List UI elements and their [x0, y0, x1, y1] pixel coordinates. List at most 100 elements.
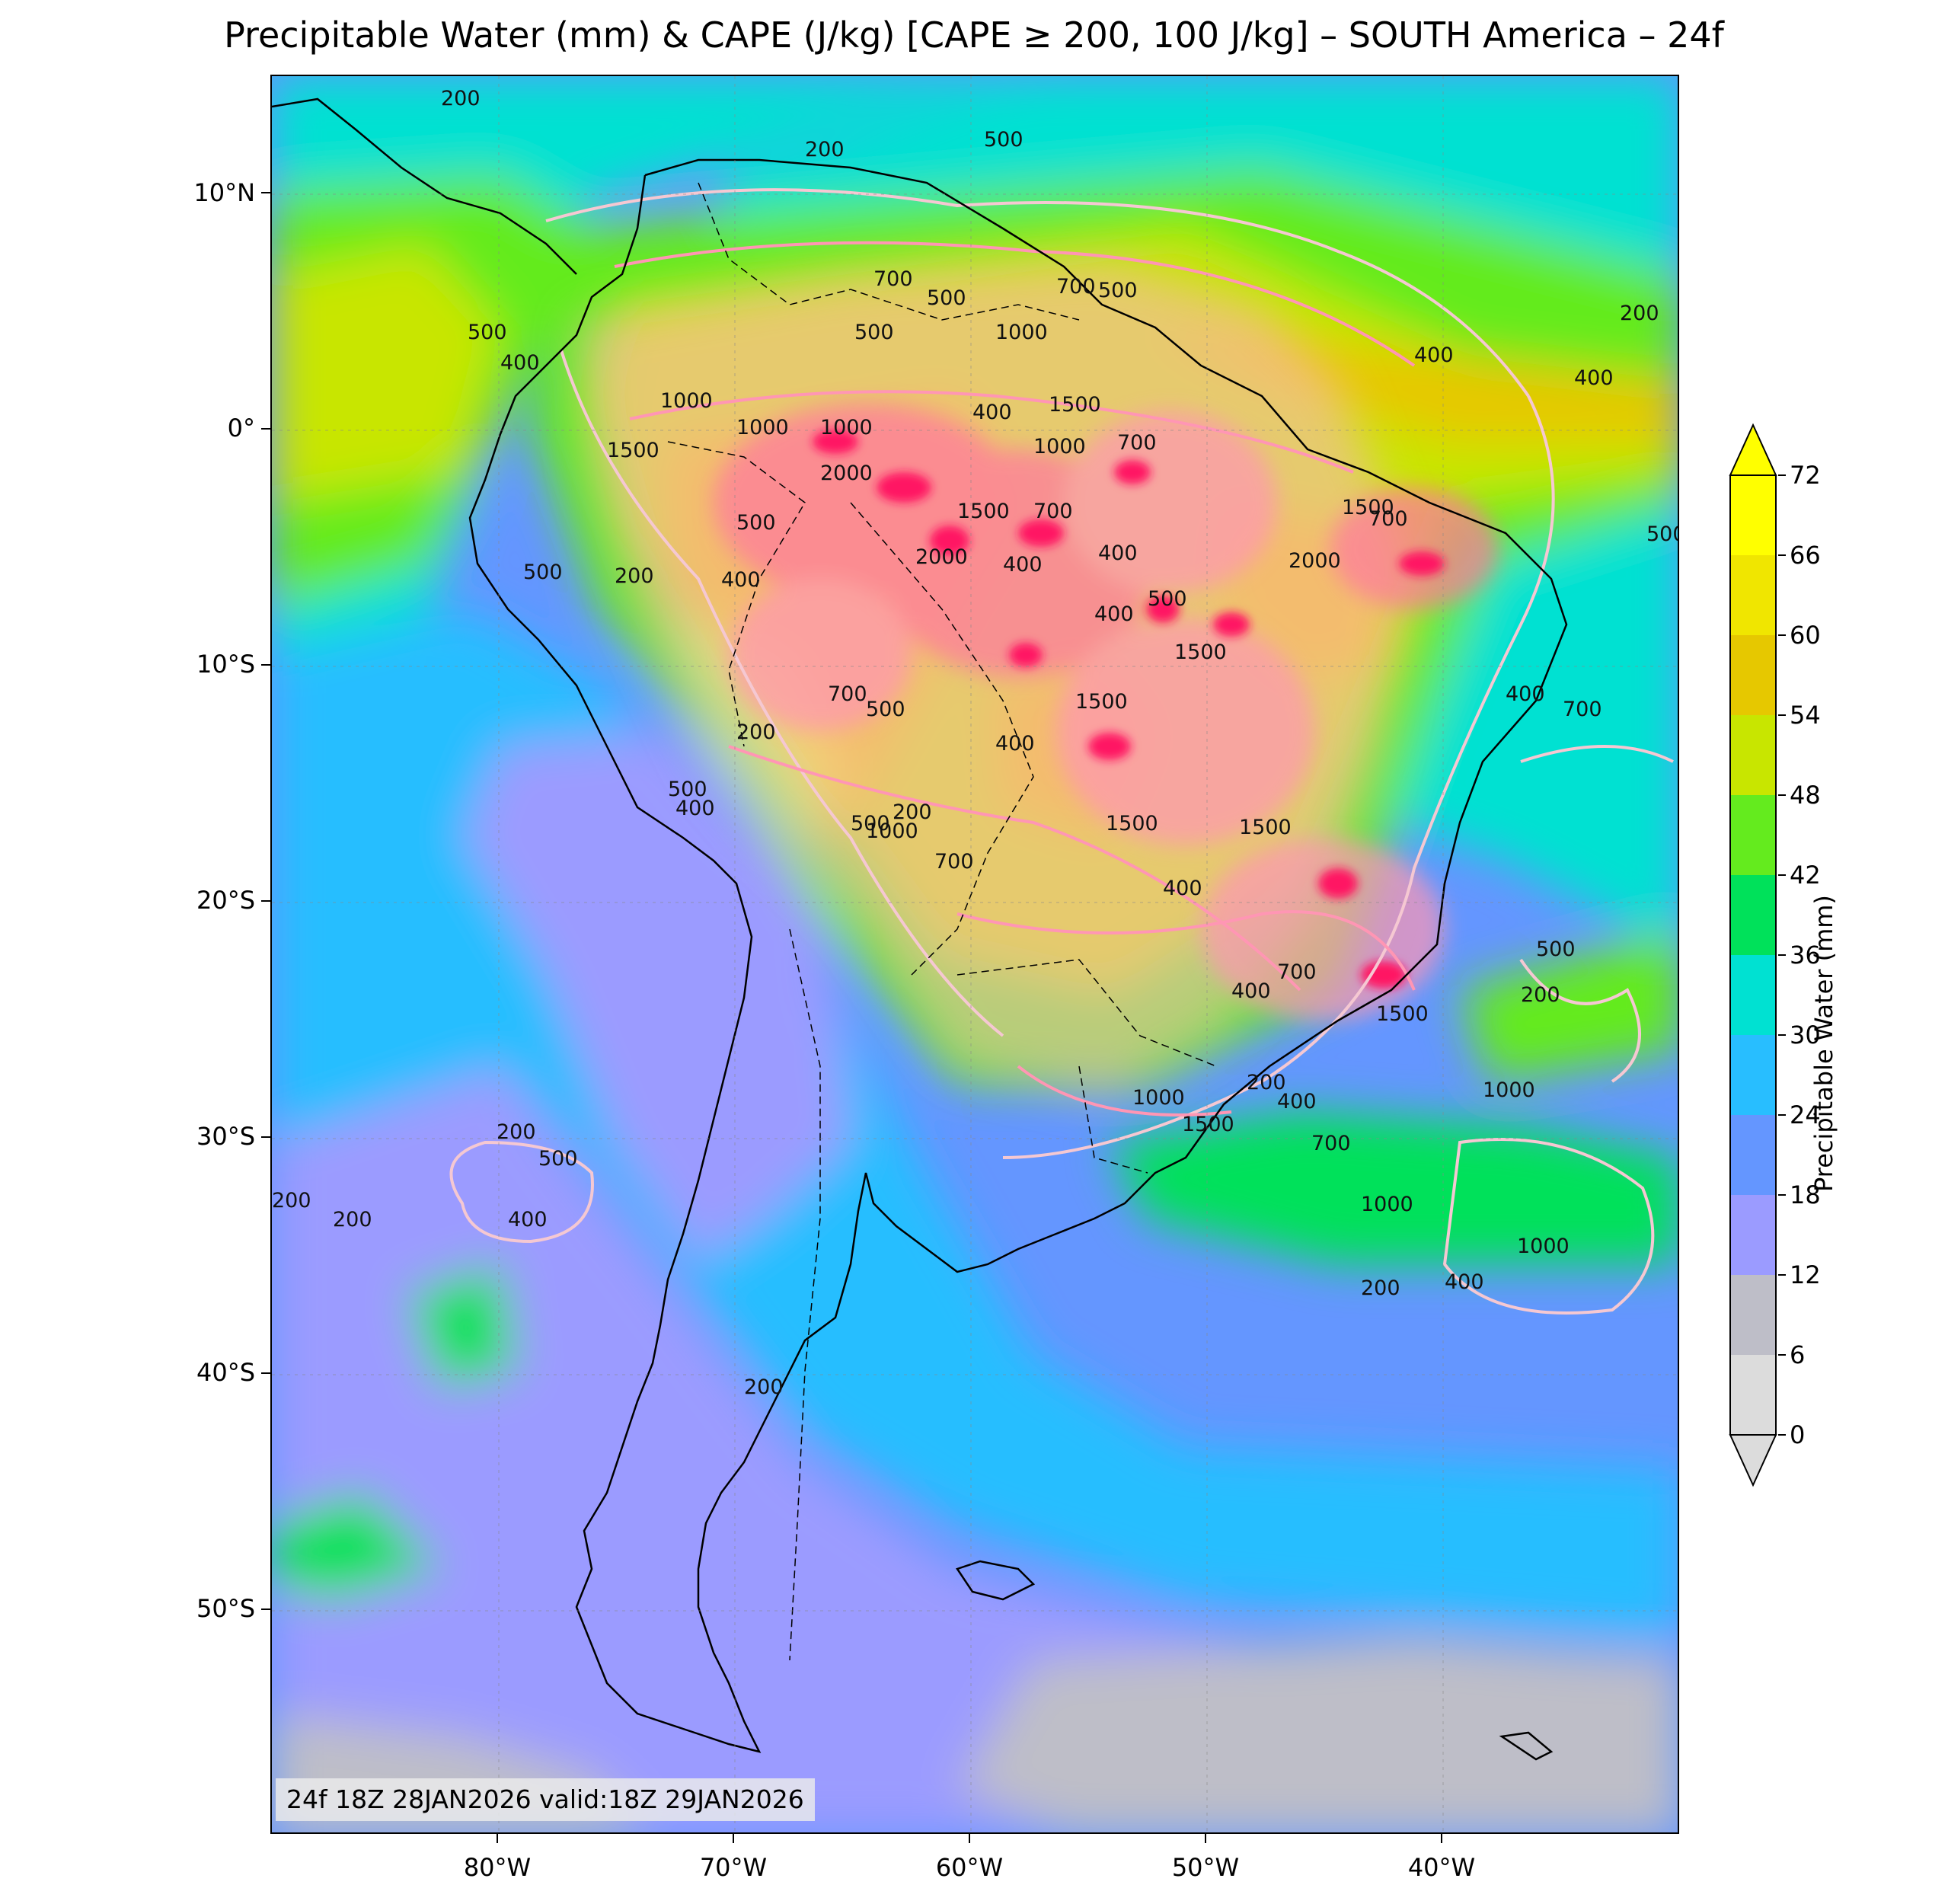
- cape-label: 200: [893, 800, 932, 824]
- cape-label: 400: [1094, 602, 1134, 626]
- cape-label: 1000: [1033, 435, 1086, 458]
- cape-label: 200: [615, 564, 654, 588]
- cape-label: 200: [1247, 1071, 1286, 1094]
- cape-label: 700: [1311, 1132, 1351, 1155]
- cape-label: 500: [1536, 938, 1576, 961]
- cape-label: 200: [497, 1120, 536, 1144]
- cape-label: 500: [854, 321, 894, 344]
- colorbar-tick: [1778, 714, 1786, 716]
- cape-label: 200: [272, 1189, 311, 1212]
- cape-contour-labels: 200 200 500 200 400 400 700 500 700 500 …: [272, 87, 1679, 1399]
- cape-label: 500: [984, 128, 1023, 152]
- colorbar-tick: [1778, 1354, 1786, 1356]
- lat-label-0: 0°: [227, 414, 255, 442]
- cape-label: 2000: [820, 462, 873, 485]
- cape-label: 500: [927, 286, 966, 310]
- cape-label: 200: [1361, 1276, 1400, 1300]
- colorbar-label-72: 72: [1790, 461, 1821, 490]
- cape-label: 400: [675, 797, 715, 820]
- colorbar-band: [1730, 955, 1776, 1035]
- lon-tick: [1205, 1834, 1206, 1843]
- lat-label-50s: 50°S: [196, 1594, 255, 1623]
- colorbar-tick: [1778, 874, 1786, 876]
- cape-label: 1500: [1075, 690, 1128, 714]
- colorbar-band: [1730, 1195, 1776, 1275]
- country-borders: [667, 182, 1217, 1661]
- lon-label-60w: 60°W: [935, 1853, 1004, 1882]
- cape-label: 200: [1521, 983, 1560, 1007]
- cape-label: 1500: [1239, 816, 1292, 839]
- lat-tick: [261, 1136, 270, 1138]
- cape-label: 500: [538, 1147, 578, 1171]
- colorbar-band: [1730, 1035, 1776, 1115]
- lon-tick: [497, 1834, 498, 1843]
- colorbar-tick: [1778, 794, 1786, 796]
- coastlines: [272, 97, 1568, 1761]
- colorbar-label-66: 66: [1790, 541, 1821, 570]
- colorbar-label-18: 18: [1790, 1180, 1821, 1209]
- cape-label: 500: [468, 321, 507, 344]
- cape-label: 400: [721, 568, 761, 592]
- cape-label: 500: [1148, 587, 1187, 611]
- colorbar-extend-low: [1729, 1434, 1777, 1487]
- cape-label: 400: [1231, 979, 1271, 1003]
- cape-label: 700: [1033, 500, 1073, 523]
- colorbar-band: [1730, 475, 1776, 555]
- cape-label: 700: [873, 267, 913, 291]
- cape-label: 1000: [660, 389, 713, 413]
- lat-tick: [261, 428, 270, 430]
- cape-label: 400: [1098, 541, 1138, 565]
- lat-label-10n: 10°N: [193, 178, 255, 207]
- cape-label: 400: [1163, 877, 1202, 900]
- lon-label-70w: 70°W: [699, 1853, 768, 1882]
- cape-label: 1000: [820, 416, 873, 439]
- colorbar-band: [1730, 1275, 1776, 1355]
- cape-label: 500: [668, 778, 707, 801]
- cape-label: 1000: [995, 321, 1048, 344]
- colorbar: [1729, 423, 1777, 1487]
- cape-label: 1500: [1106, 812, 1158, 835]
- lat-tick: [261, 1608, 270, 1610]
- lon-tick: [969, 1834, 970, 1843]
- cape-label: 2000: [1289, 549, 1341, 573]
- cape-label: 500: [1098, 279, 1138, 302]
- lat-tick: [261, 1372, 270, 1374]
- cape-label: 700: [1117, 431, 1157, 455]
- colorbar-label-36: 36: [1790, 941, 1821, 970]
- cape-label: 400: [1414, 343, 1454, 367]
- cape-label: 200: [736, 720, 776, 744]
- colorbar-band: [1730, 1355, 1776, 1435]
- cape-label: 700: [934, 850, 974, 874]
- cape-label: 1000: [736, 416, 789, 439]
- cape-label: 700: [1056, 275, 1096, 299]
- map-panel: 200 200 500 200 400 400 700 500 700 500 …: [270, 75, 1679, 1834]
- cape-label: 700: [1277, 960, 1317, 984]
- colorbar-tick: [1778, 554, 1786, 556]
- cape-label: 500: [1646, 522, 1679, 546]
- lat-tick: [261, 192, 270, 193]
- cape-label: 200: [1620, 302, 1659, 325]
- colorbar-outline: [1729, 474, 1777, 1436]
- cape-label: 1500: [1376, 1002, 1429, 1026]
- lon-label-80w: 80°W: [463, 1853, 532, 1882]
- colorbar-tick: [1778, 1274, 1786, 1276]
- forecast-info-box: 24f 18Z 28JAN2026 valid:18Z 29JAN2026: [276, 1778, 815, 1821]
- cape-label: 1000: [1517, 1235, 1570, 1258]
- colorbar-extend-high: [1729, 423, 1777, 476]
- colorbar-band: [1730, 555, 1776, 635]
- lat-label-30s: 30°S: [196, 1122, 255, 1151]
- cape-label: 700: [828, 682, 867, 706]
- colorbar-label-48: 48: [1790, 781, 1821, 810]
- cape-label: 500: [866, 698, 905, 721]
- cape-label: 200: [441, 87, 481, 110]
- colorbar-tick: [1778, 474, 1786, 476]
- cape-label: 1000: [1483, 1078, 1535, 1102]
- colorbar-tick: [1778, 1114, 1786, 1116]
- cape-label: 1000: [1132, 1086, 1185, 1110]
- cape-label: 400: [500, 351, 540, 375]
- lon-tick: [1441, 1834, 1442, 1843]
- colorbar-band: [1730, 795, 1776, 875]
- cape-label: 400: [1277, 1090, 1317, 1113]
- lon-tick: [733, 1834, 734, 1843]
- colorbar-tick: [1778, 634, 1786, 636]
